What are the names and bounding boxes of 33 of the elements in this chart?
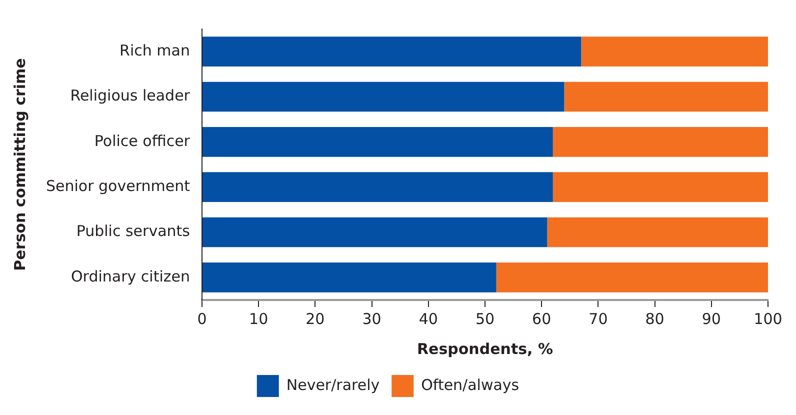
bar	[564, 82, 768, 112]
legend-label: Often/always	[421, 376, 520, 394]
bar	[202, 127, 553, 157]
y-tick-label: Ordinary citizen	[70, 267, 190, 286]
x-tick-label: 100	[754, 310, 782, 328]
y-tick-label: Police officer	[94, 132, 191, 150]
bar	[552, 172, 768, 202]
y-axis-title: Person committing crime	[10, 58, 29, 271]
x-tick-label: 20	[306, 310, 325, 328]
x-tick-label: 70	[588, 310, 608, 328]
x-tick-label: 90	[702, 310, 721, 328]
bar	[202, 82, 564, 112]
x-tick-label: 0	[197, 310, 207, 328]
legend-label: Never/rarely	[286, 376, 380, 394]
bar	[496, 262, 768, 292]
bar	[547, 217, 768, 248]
bar	[202, 36, 582, 66]
x-axis-title: Respondents, %	[416, 340, 553, 358]
x-tick-label: 30	[362, 310, 382, 328]
x-tick-label: 50	[475, 310, 495, 328]
x-tick-label: 80	[645, 310, 664, 328]
bar	[202, 217, 548, 248]
y-tick-label: Rich man	[120, 41, 190, 60]
x-tick-label: 60	[532, 310, 552, 328]
bar	[552, 127, 768, 157]
x-tick-label: 40	[418, 310, 438, 328]
bar	[202, 172, 553, 202]
y-tick-label: Public servants	[76, 222, 190, 240]
y-tick-label: Religious leader	[70, 86, 191, 105]
bar	[581, 36, 768, 66]
y-tick-label: Senior government	[46, 176, 190, 195]
x-tick-label: 10	[249, 310, 268, 328]
bar	[202, 262, 496, 292]
